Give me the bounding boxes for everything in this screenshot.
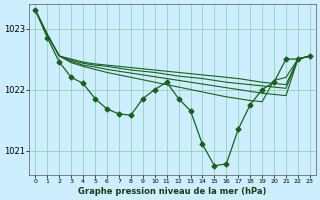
X-axis label: Graphe pression niveau de la mer (hPa): Graphe pression niveau de la mer (hPa) xyxy=(78,187,267,196)
